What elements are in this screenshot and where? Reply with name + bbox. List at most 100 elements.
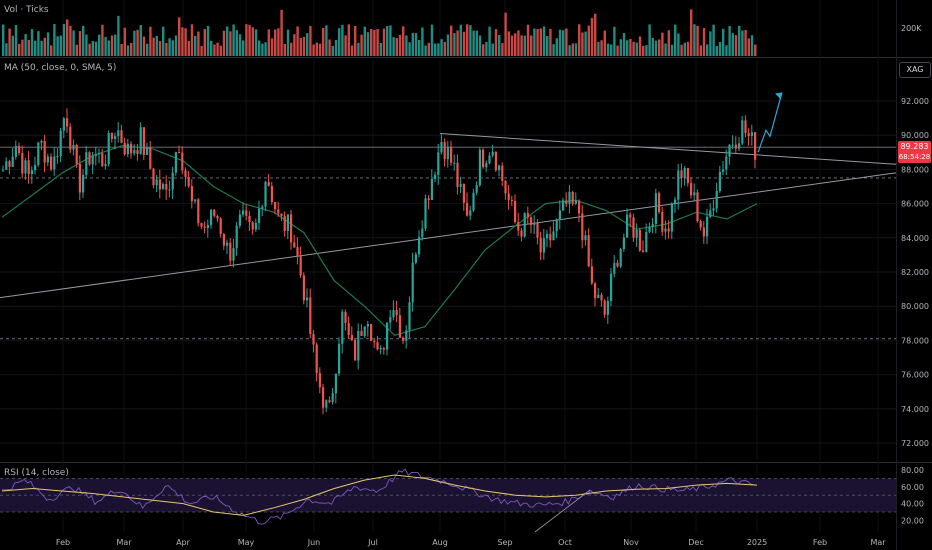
volume-bar xyxy=(696,25,699,56)
volume-bar xyxy=(117,15,120,57)
volume-bar xyxy=(709,31,712,56)
candle-body xyxy=(306,297,309,301)
volume-bar xyxy=(373,29,376,56)
candle-body xyxy=(741,120,744,144)
volume-bar xyxy=(274,29,277,56)
volume-bar xyxy=(363,26,366,56)
candle-body xyxy=(747,133,750,137)
candle-body xyxy=(658,193,661,212)
candle-body xyxy=(322,387,325,408)
candle-body xyxy=(475,185,478,193)
candle-body xyxy=(299,256,302,276)
volume-bar xyxy=(616,45,619,56)
volume-bar xyxy=(638,36,642,56)
volume-bar xyxy=(622,32,626,56)
volume-bar xyxy=(574,43,578,56)
candle-body xyxy=(286,214,289,232)
volume-bar xyxy=(680,44,683,56)
rsi-panel xyxy=(0,468,896,533)
candle-body xyxy=(712,208,715,211)
candle-body xyxy=(78,163,81,193)
volume-bar xyxy=(610,44,613,56)
volume-bar xyxy=(491,43,494,56)
candle-body xyxy=(450,146,453,163)
volume-bar xyxy=(450,25,453,56)
volume-bar xyxy=(309,26,312,56)
volume-bar xyxy=(299,37,302,56)
volume-bar xyxy=(200,45,203,56)
volume-bar xyxy=(254,29,258,56)
candle-body xyxy=(421,228,424,238)
candle-body xyxy=(325,400,328,408)
candle-body xyxy=(638,230,641,251)
candle-body xyxy=(606,301,609,315)
volume-bar xyxy=(197,31,200,56)
candle-body xyxy=(190,186,193,202)
symbol-badge[interactable]: XAG xyxy=(899,62,931,78)
volume-bar xyxy=(725,45,728,56)
volume-bar xyxy=(523,35,526,56)
candle-body xyxy=(280,213,283,217)
candle-body xyxy=(302,275,305,301)
candle-body xyxy=(133,149,136,154)
volume-bar xyxy=(130,42,133,56)
volume-bar xyxy=(142,36,146,56)
volume-bar xyxy=(155,35,158,56)
volume-bar xyxy=(414,33,418,56)
candle-body xyxy=(238,214,241,226)
candle-body xyxy=(146,147,149,155)
candle-body xyxy=(338,343,341,374)
candle-body xyxy=(216,216,219,219)
time-tick-label: Feb xyxy=(56,538,70,547)
candle-body xyxy=(459,183,462,187)
volume-bar xyxy=(699,45,702,56)
volume-bar xyxy=(549,28,552,56)
trendlines xyxy=(0,132,897,299)
volume-bar xyxy=(587,25,590,56)
candle-body xyxy=(62,118,65,131)
candle-body xyxy=(517,222,520,231)
candle-body xyxy=(283,216,286,232)
candle-body xyxy=(706,216,709,237)
candle-body xyxy=(8,161,11,167)
volume-bar xyxy=(629,38,632,56)
candle-body xyxy=(222,234,225,246)
volume-bar xyxy=(286,29,290,56)
volume-bar xyxy=(264,42,267,56)
candle-body xyxy=(382,347,385,350)
volume-bar xyxy=(536,29,539,56)
volume-bar xyxy=(120,44,123,56)
volume-bar xyxy=(75,44,78,56)
volume-bar xyxy=(219,45,222,56)
time-tick-label: Sep xyxy=(497,538,512,547)
volume-bar xyxy=(584,31,587,56)
volume-bar xyxy=(642,45,645,56)
candle-body xyxy=(245,210,248,216)
volume-bar xyxy=(446,34,450,56)
candle-body xyxy=(66,118,69,127)
volume-bar xyxy=(514,33,517,56)
candle-body xyxy=(350,334,353,341)
candle-body xyxy=(267,181,270,186)
volume-bar xyxy=(485,41,488,56)
volume-bar xyxy=(712,24,715,56)
volume-bar xyxy=(654,40,658,56)
candle-body xyxy=(277,209,280,214)
candle-body xyxy=(5,161,8,170)
volume-bar xyxy=(91,41,94,56)
candle-body xyxy=(235,225,238,249)
volume-bar xyxy=(165,42,168,56)
volume-label[interactable]: Vol · Ticks xyxy=(4,5,49,15)
rsi-trendline xyxy=(534,489,591,533)
volume-bar xyxy=(459,24,462,56)
volume-bar xyxy=(178,17,181,56)
candle-body xyxy=(440,141,443,153)
volume-bar xyxy=(690,9,693,56)
candle-body xyxy=(750,132,753,137)
candle-body xyxy=(702,227,705,237)
volume-bar xyxy=(136,29,139,56)
ma-label[interactable]: MA (50, close, 0, SMA, 5) xyxy=(4,63,117,73)
candle-body xyxy=(11,156,14,167)
rsi-label[interactable]: RSI (14, close) xyxy=(4,468,69,478)
